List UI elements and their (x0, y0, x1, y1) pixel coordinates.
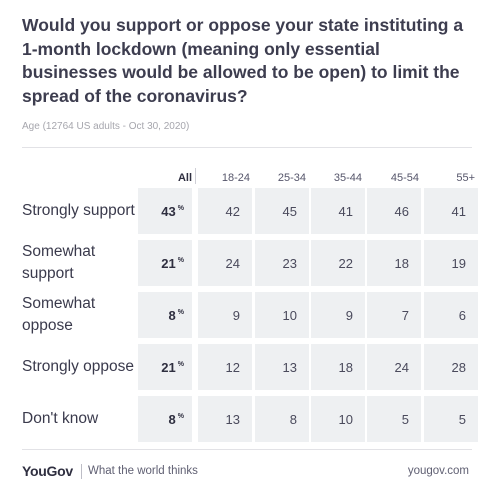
value-cell: 10 (255, 292, 309, 338)
row-label: Somewhat oppose (22, 295, 96, 334)
cell-value: 24 (394, 359, 409, 375)
value-cell: 6 (424, 292, 478, 338)
value-cell: 7 (367, 292, 421, 338)
all-value: 21% (161, 359, 184, 375)
cell-value: 7 (401, 307, 409, 323)
cell-value: 10 (282, 307, 297, 323)
column-header-18-24: 18-24 (221, 172, 250, 184)
cell-value: 42 (225, 203, 240, 219)
top-divider (22, 147, 472, 148)
row-label: Somewhat support (22, 243, 96, 282)
all-value-cell: 21% (138, 240, 192, 286)
cell-value: 10 (338, 411, 353, 427)
cell-value: 9 (232, 307, 240, 323)
cell-value: 13 (225, 411, 240, 427)
all-value: 43% (161, 203, 184, 219)
row-label: Strongly oppose (22, 358, 135, 375)
cell-value: 9 (345, 307, 353, 323)
cell-value: 19 (451, 255, 466, 271)
header-divider (195, 168, 196, 184)
bottom-divider (22, 449, 472, 450)
all-value-cell: 21% (138, 344, 192, 390)
value-cell: 12 (198, 344, 252, 390)
cell-value: 6 (458, 307, 466, 323)
chart-title: Would you support or oppose your state i… (22, 15, 464, 106)
footer-tagline: What the world thinks (88, 465, 198, 477)
value-cell: 46 (367, 188, 421, 234)
all-value: 8% (168, 411, 184, 427)
cell-value: 12 (225, 359, 240, 375)
all-value-cell: 8% (138, 292, 192, 338)
chart-subtitle: Age (12764 US adults - Oct 30, 2020) (22, 121, 190, 132)
yougov-logo: YouGov (22, 463, 73, 479)
percent-sign: % (177, 361, 184, 369)
all-value: 8% (168, 307, 184, 323)
row-label: Strongly support (22, 202, 135, 219)
row-label: Don't know (22, 410, 99, 427)
value-cell: 5 (367, 396, 421, 442)
value-cell: 10 (311, 396, 365, 442)
cell-value: 18 (394, 255, 409, 271)
value-cell: 28 (424, 344, 478, 390)
cell-value: 23 (282, 255, 297, 271)
cell-value: 46 (394, 203, 409, 219)
percent-sign: % (177, 309, 184, 317)
column-header-35-44: 35-44 (333, 172, 362, 184)
value-cell: 18 (367, 240, 421, 286)
cell-value: 28 (451, 359, 466, 375)
value-cell: 42 (198, 188, 252, 234)
all-value: 21% (161, 255, 184, 271)
value-cell: 41 (311, 188, 365, 234)
value-cell: 18 (311, 344, 365, 390)
cell-value: 41 (338, 203, 353, 219)
cell-value: 22 (338, 255, 353, 271)
value-cell: 8 (255, 396, 309, 442)
percent-sign: % (177, 257, 184, 265)
column-header-all: All (177, 172, 192, 184)
value-cell: 13 (255, 344, 309, 390)
value-cell: 41 (424, 188, 478, 234)
value-cell: 9 (198, 292, 252, 338)
footer-site-link[interactable]: yougov.com (407, 465, 469, 477)
cell-value: 8 (289, 411, 297, 427)
cell-value: 45 (282, 203, 297, 219)
column-header-45-54: 45-54 (390, 172, 419, 184)
percent-sign: % (177, 413, 184, 421)
value-cell: 5 (424, 396, 478, 442)
all-value-cell: 43% (138, 188, 192, 234)
column-header-55+: 55+ (456, 172, 475, 184)
cell-value: 5 (458, 411, 466, 427)
value-cell: 23 (255, 240, 309, 286)
value-cell: 22 (311, 240, 365, 286)
value-cell: 45 (255, 188, 309, 234)
footer-separator (81, 464, 82, 479)
cell-value: 41 (451, 203, 466, 219)
value-cell: 19 (424, 240, 478, 286)
all-value-cell: 8% (138, 396, 192, 442)
cell-value: 5 (401, 411, 409, 427)
value-cell: 24 (367, 344, 421, 390)
column-header-25-34: 25-34 (277, 172, 306, 184)
value-cell: 13 (198, 396, 252, 442)
percent-sign: % (177, 205, 184, 213)
cell-value: 18 (338, 359, 353, 375)
value-cell: 9 (311, 292, 365, 338)
cell-value: 24 (225, 255, 240, 271)
cell-value: 13 (282, 359, 297, 375)
value-cell: 24 (198, 240, 252, 286)
